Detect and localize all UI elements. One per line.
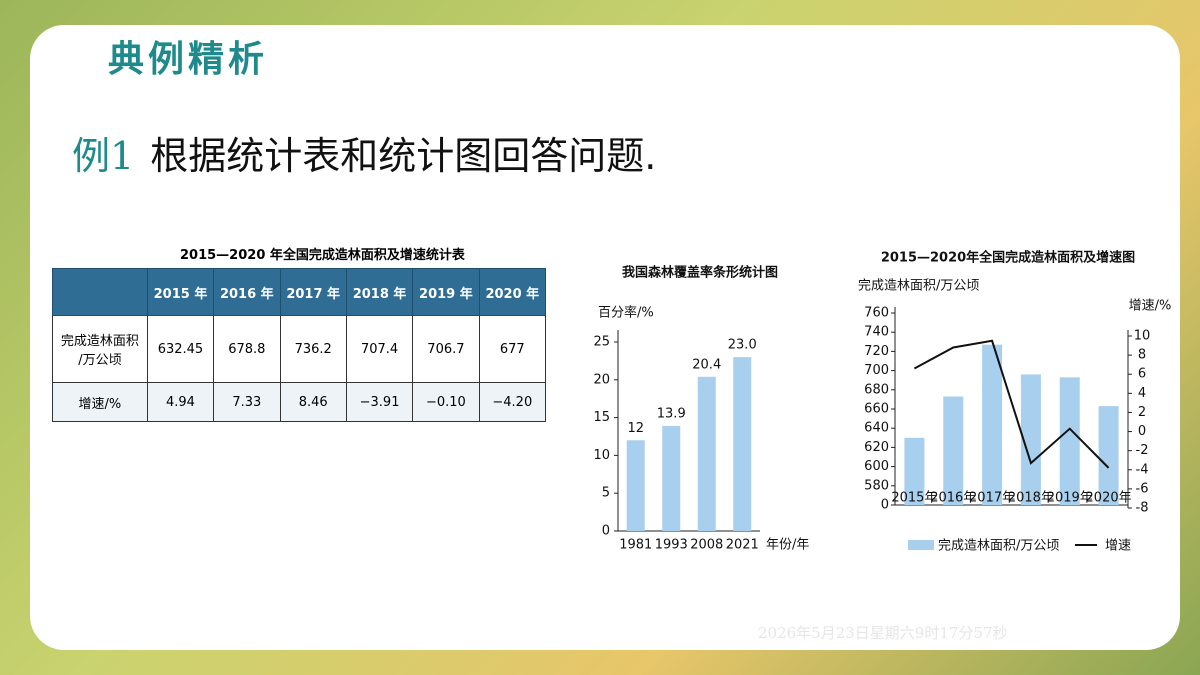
bar [943,396,964,505]
question: 例1 根据统计表和统计图回答问题. [72,125,656,180]
data-table: 2015 年 2016 年 2017 年 2018 年 2019 年 2020 年完成造林… [52,268,547,422]
row-label: 增速/% [52,382,148,422]
bar [904,437,925,505]
x-tick-label: 2008 [690,538,723,553]
y-tick-label: 700 [864,363,889,378]
bar [697,376,716,531]
header-row: 2015 年 2016 年 2017 年 2018 年 2019 年 2020 年 [52,268,547,316]
y-tick-label: 600 [864,459,889,474]
y-tick-label: 5 [602,486,610,501]
y-tick-label: 0 [602,524,610,539]
x-tick-label: 1981 [619,538,652,553]
bar [1059,377,1080,505]
x-tick-label: 2021 [726,538,759,553]
y-tick-label: 680 [864,382,889,397]
y2-tick-label: -6 [1136,481,1149,496]
x-tick-label: 2017年 [969,491,1015,506]
y2-tick-label: 8 [1138,348,1146,363]
y2-tick-label: -2 [1136,443,1149,458]
x-tick-label: 2020年 [1086,491,1132,506]
bar [626,440,645,531]
row-label-line: /万公顷 [78,353,122,368]
y-tick-label: 25 [593,335,610,350]
table-row: 增速/% 4.94 7.33 8.46 −3.91 −0.10 −4.20 [52,382,547,422]
cell: 707.4 [345,315,414,383]
cell: 8.46 [279,382,347,422]
cell: −4.20 [478,382,547,422]
y2-tick-label: -4 [1136,462,1149,477]
x-tick-label: 1993 [655,538,688,553]
chart-title: 我国森林覆盖率条形统计图 [622,265,778,281]
cell: 706.7 [412,315,480,383]
x-tick-label: 2016年 [930,491,976,506]
y-tick-label: 620 [864,440,889,455]
cell: −0.10 [412,382,480,422]
cell: 736.2 [279,315,347,383]
cell: 4.94 [146,382,215,422]
y2-tick-label: -8 [1136,501,1149,516]
y-tick-label: 580 [864,478,889,493]
y2-tick-label: 2 [1138,405,1146,420]
x-tick-label: 2015年 [891,491,937,506]
cell: 678.8 [213,315,281,383]
bar [1098,406,1119,505]
chart-title: 2015—2020年全国完成造林面积及增速图 [881,250,1135,266]
y-tick-label: 740 [864,325,889,340]
y-tick-label: 720 [864,344,889,359]
x-axis-label: 年份/年 [766,538,809,553]
y-tick-label: 10 [593,448,610,463]
y-axis-label: 完成造林面积/万公顷 [858,279,979,294]
y-tick-label: 0 [881,498,889,513]
bar [982,344,1003,505]
y-tick-label: 760 [864,306,889,321]
column-header: 2020 年 [478,268,547,316]
header-title: 典例精析 [108,38,269,80]
column-header: 2017 年 [279,268,347,316]
legend-swatch [908,540,934,550]
y-tick-label: 15 [593,410,610,425]
column-header: 2019 年 [412,268,480,316]
row-label-line: 增速/% [78,396,122,412]
question-label: 例1 [72,134,135,178]
cell: 677 [478,315,547,383]
bar [733,357,752,531]
value-label: 12 [627,421,644,436]
y2-tick-label: 0 [1138,424,1146,439]
row-label: 完成造林面积/万公顷 [52,315,148,383]
cell: −3.91 [345,382,414,422]
y2-axis-label: 增速/% [1129,299,1172,314]
line [913,339,1110,469]
timestamp: 2026年5月23日星期六9时17分57秒 [758,624,1008,642]
value-label: 23.0 [728,338,757,353]
y-tick-label: 660 [864,402,889,417]
bar [1020,374,1041,505]
y-tick-label: 20 [593,372,610,387]
value-label: 20.4 [692,357,721,372]
x-tick-label: 2019年 [1047,491,1093,506]
table-title: 2015—2020 年全国完成造林面积及增速统计表 [180,248,465,263]
column-header: 2016 年 [213,268,281,316]
x-tick-label: 2018年 [1008,491,1054,506]
y-axis-label: 百分率/% [598,305,654,321]
column-header: 2018 年 [345,268,414,316]
value-label: 13.9 [657,406,686,421]
question-text: 根据统计表和统计图回答问题. [150,134,657,178]
cell: 7.33 [213,382,281,422]
legend-label: 完成造林面积/万公顷 [938,539,1059,554]
legend-label: 增速 [1105,539,1131,554]
y2-tick-label: 4 [1138,386,1146,401]
bar [662,425,681,531]
y2-tick-label: 10 [1134,329,1151,344]
row-label-line: 完成造林面积 [60,334,139,349]
y-tick-label: 640 [864,421,889,436]
y2-tick-label: 6 [1138,367,1146,382]
